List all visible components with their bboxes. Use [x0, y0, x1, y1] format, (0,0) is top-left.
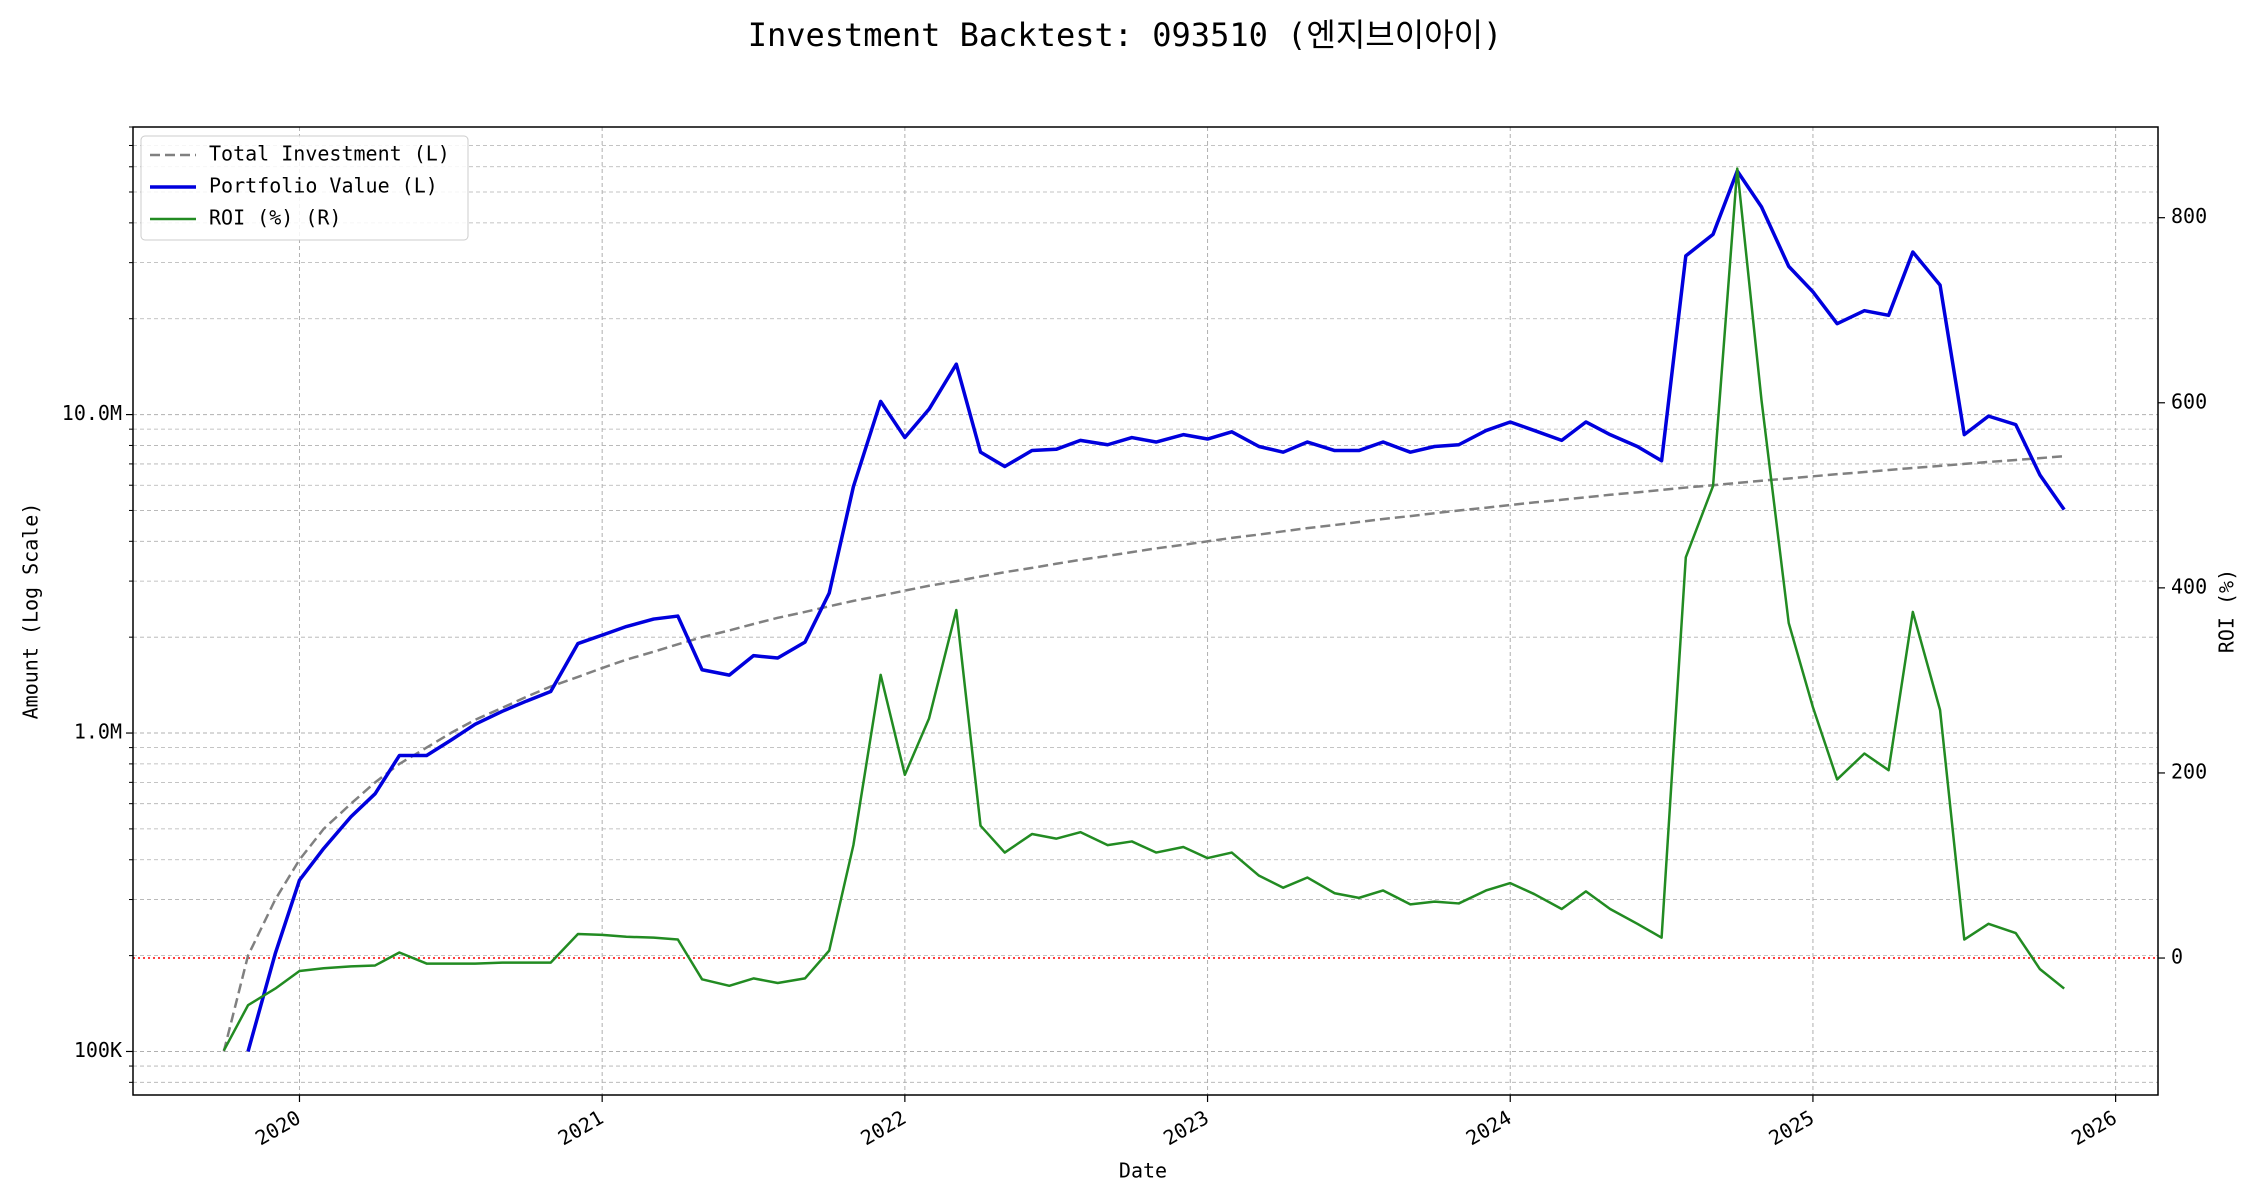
legend-label: Total Investment (L) — [209, 142, 450, 166]
y-axis-label: Amount (Log Scale) — [19, 503, 43, 720]
y2-tick-label: 400 — [2171, 574, 2207, 598]
series-line — [222, 167, 2065, 1052]
legend-label: Portfolio Value (L) — [209, 174, 438, 198]
y2-axis-label: ROI (%) — [2215, 569, 2239, 653]
y2-tick-label: 200 — [2171, 759, 2207, 783]
y-tick-label: 1.0M — [74, 720, 122, 744]
y2-tick-label: 600 — [2171, 389, 2207, 413]
series-line — [222, 454, 2065, 1052]
y2-tick-label: 0 — [2171, 945, 2183, 969]
chart-title: Investment Backtest: 093510 (엔지브이아이) — [748, 16, 1503, 54]
legend-label: ROI (%) (R) — [209, 206, 341, 230]
plot-frame — [132, 126, 2159, 1096]
series-line — [246, 169, 2066, 1052]
y2-tick-label: 800 — [2171, 204, 2207, 228]
y-tick-label: 10.0M — [62, 401, 122, 425]
legend-box — [140, 135, 469, 241]
y-tick-label: 100K — [74, 1038, 122, 1062]
x-axis-label: Date — [1119, 1159, 1167, 1183]
